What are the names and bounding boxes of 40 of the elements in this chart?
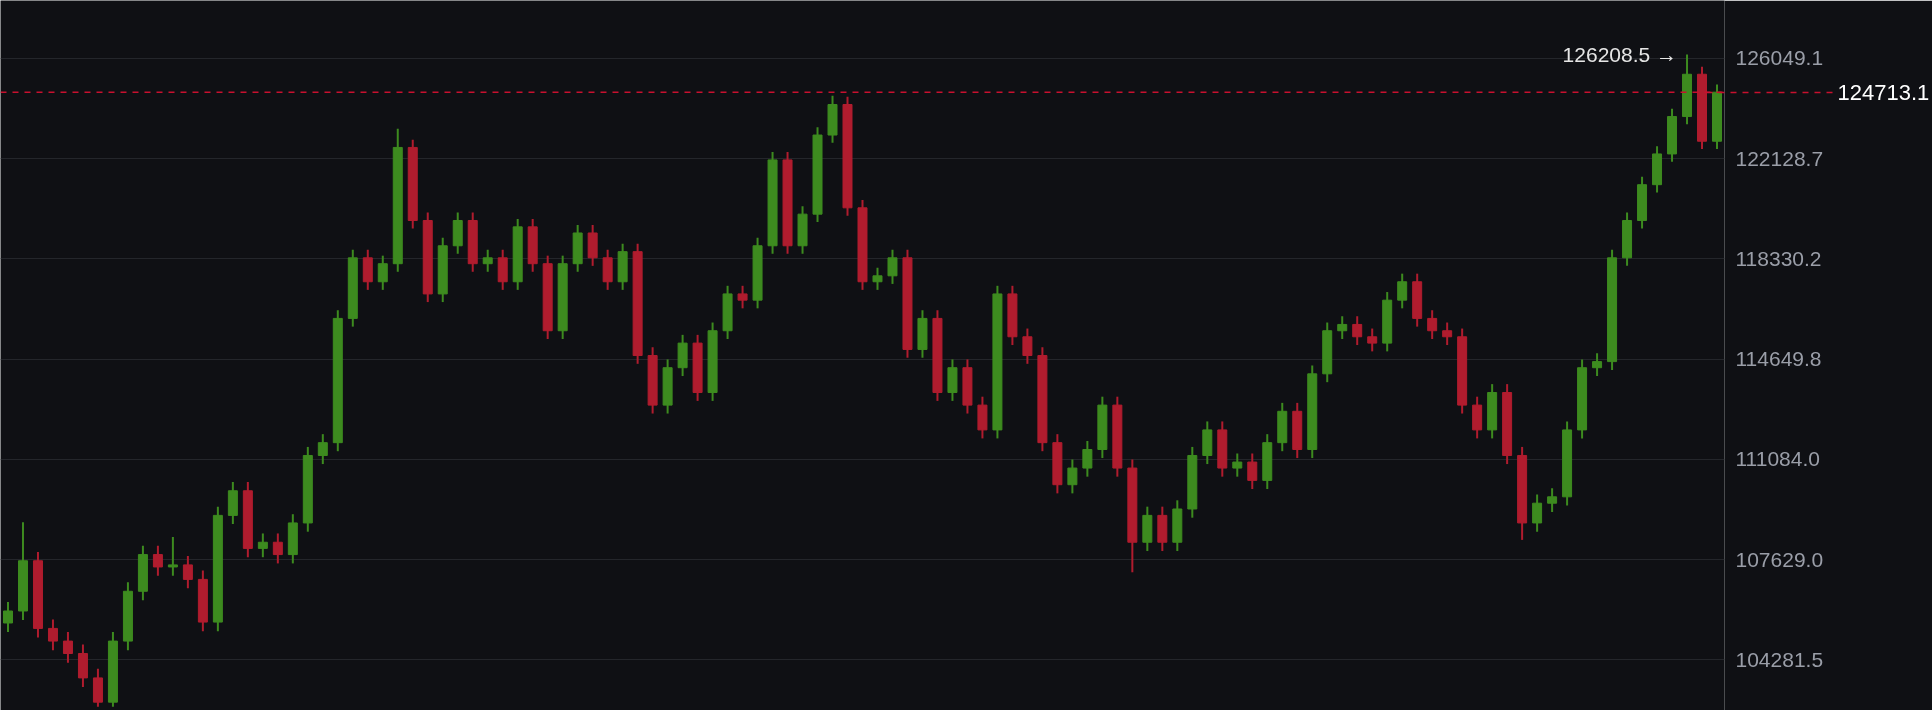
candlestick — [257, 532, 268, 559]
candlestick — [1427, 309, 1438, 340]
candlestick — [737, 284, 748, 310]
candlestick — [1022, 327, 1033, 365]
candlestick — [317, 433, 328, 466]
y-tick-label: 126049.1 — [1735, 46, 1824, 70]
candlestick — [1532, 493, 1543, 533]
candlestick — [377, 254, 388, 291]
candlestick — [887, 248, 898, 285]
y-tick-label: 104281.5 — [1735, 647, 1824, 671]
y-tick-label: 118330.2 — [1735, 246, 1822, 270]
candlestick — [1547, 487, 1558, 513]
candlestick — [47, 618, 58, 652]
y-tick-label: 111084.0 — [1735, 447, 1820, 471]
candlestick — [1352, 315, 1363, 347]
candlestick — [1232, 452, 1243, 478]
candlestick — [167, 535, 178, 577]
candlestick — [1337, 315, 1348, 340]
candlestick — [1592, 352, 1603, 378]
candlestick — [497, 248, 508, 291]
y-tick-label: 114649.8 — [1735, 347, 1822, 371]
candlestick — [1247, 452, 1258, 491]
candlestick — [872, 266, 883, 291]
candlestick — [182, 555, 193, 590]
candlestick — [3, 601, 13, 634]
y-tick-label: 122128.7 — [1735, 146, 1824, 170]
candlestick — [1367, 327, 1378, 353]
candlestick — [482, 248, 493, 273]
candlestick — [62, 631, 73, 664]
annotation: 126208.5 → — [1562, 42, 1678, 66]
candlestick — [362, 248, 373, 291]
candlestick — [1067, 458, 1078, 495]
candlestick — [1082, 439, 1093, 478]
candlestick — [152, 544, 163, 577]
candlestick — [272, 532, 283, 565]
ref-line-label: 124713.1 — [1837, 79, 1930, 105]
candlestick — [602, 248, 613, 291]
y-tick-label: 107629.0 — [1735, 547, 1824, 571]
candlestick — [1397, 272, 1408, 310]
candlestick — [1442, 321, 1453, 347]
